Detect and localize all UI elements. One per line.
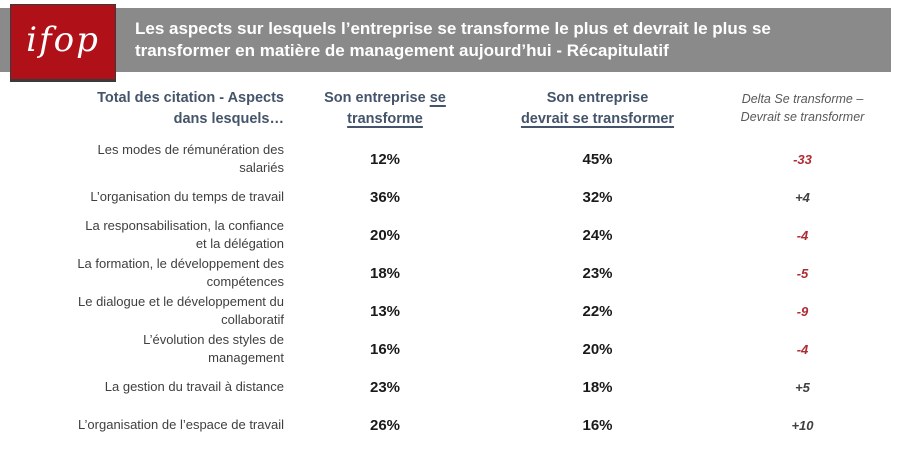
aspect-label: L’organisation de l’espace de travail [78,417,284,433]
devrait-se-transformer-value: 32% [582,188,613,206]
aspect-label: La gestion du travail à distance [104,379,284,395]
table-row: Le dialogue et le développement du colla… [0,292,890,330]
title-banner: Les aspects sur lesquels l’entreprise se… [0,8,891,72]
table-row: La formation, le développement des compé… [0,254,890,292]
devrait-se-transformer-value: 45% [582,150,613,168]
delta-value: -4 [796,341,809,357]
delta-value: -33 [793,151,812,167]
se-transforme-value: 36% [369,188,401,206]
results-table: Total des citation - Aspects dans lesque… [0,88,890,444]
devrait-se-transformer-value: 23% [582,264,613,282]
delta-value: +4 [795,189,810,205]
devrait-se-transformer-value: 18% [582,378,613,396]
delta-value: -9 [796,303,809,319]
se-transforme-value: 16% [369,340,401,358]
se-transforme-value: 26% [369,416,401,434]
aspect-label: La formation, le développement des compé… [77,256,284,290]
se-transforme-value: 18% [369,264,401,282]
table-row: La responsabilisation, la confiance et l… [0,216,890,254]
aspect-label: Les modes de rémunération des salariés [97,142,284,176]
se-transforme-value: 20% [369,226,401,244]
table-row: L’organisation de l’espace de travail 26… [0,406,890,444]
aspect-label: L’organisation du temps de travail [90,189,284,205]
se-transforme-value: 13% [369,302,401,320]
table-body: Les modes de rémunération des salariés 1… [0,140,890,444]
column-header-delta: Delta Se transforme – Devrait se transfo… [740,92,865,125]
slide-title: Les aspects sur lesquels l’entreprise se… [135,19,771,60]
ifop-logo: ifop [10,4,116,82]
column-header-devrait-se-transformer: Son entreprise devrait se transformer [480,88,715,130]
aspect-label: L’évolution des styles de management [143,332,284,366]
header-se-transforme-underline-2: transforme [347,111,423,128]
devrait-se-transformer-value: 16% [582,416,613,434]
table-header-row: Total des citation - Aspects dans lesque… [0,88,890,130]
header-devrait-underline: devrait se transformer [520,111,675,128]
se-transforme-value: 12% [369,150,401,168]
header-se-transforme-plain: Son entreprise [324,90,426,106]
table-row: Les modes de rémunération des salariés 1… [0,140,890,178]
header-devrait-plain: Son entreprise [546,90,649,106]
aspect-label: La responsabilisation, la confiance et l… [85,218,284,252]
devrait-se-transformer-value: 22% [582,302,613,320]
delta-value: -4 [796,227,809,243]
column-header-se-transforme: Son entreprise se transforme [290,88,480,130]
se-transforme-value: 23% [369,378,401,396]
devrait-se-transformer-value: 24% [582,226,613,244]
table-row: La gestion du travail à distance 23% 18%… [0,368,890,406]
column-header-aspects: Total des citation - Aspects dans lesque… [97,90,284,128]
header-se-transforme-underline-1: se [429,90,446,106]
ifop-logo-text: ifop [26,20,100,60]
delta-value: +5 [795,379,810,395]
delta-value: +10 [791,417,814,433]
table-row: L’organisation du temps de travail 36% 3… [0,178,890,216]
table-row: L’évolution des styles de management 16%… [0,330,890,368]
devrait-se-transformer-value: 20% [582,340,613,358]
delta-value: -5 [796,265,809,281]
aspect-label: Le dialogue et le développement du colla… [78,294,284,328]
